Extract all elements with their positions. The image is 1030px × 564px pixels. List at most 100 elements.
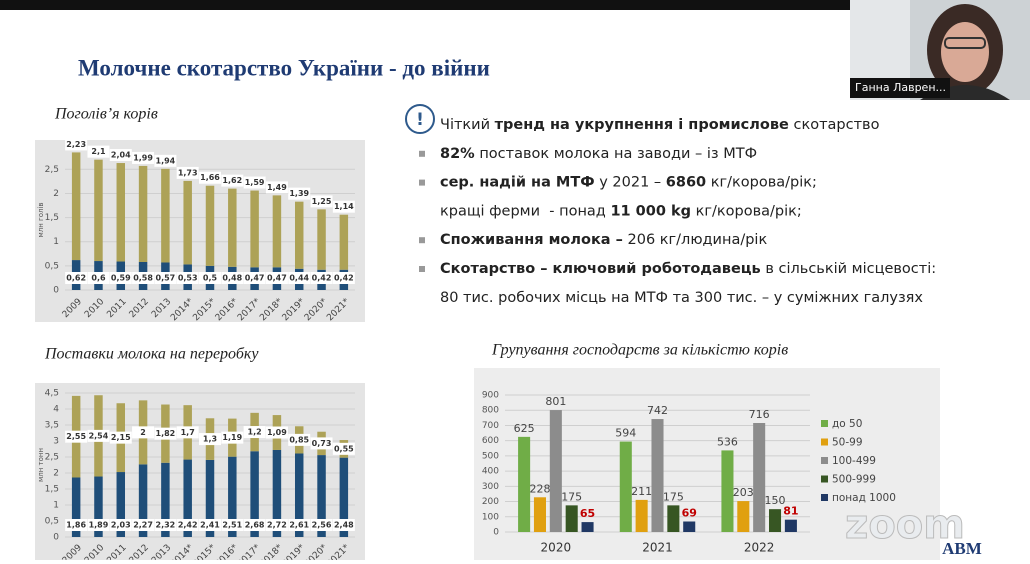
- value-label: 228: [529, 482, 550, 495]
- value-label: 2,04: [111, 151, 131, 160]
- value-label: 0,57: [156, 274, 176, 283]
- bar-segment: [94, 159, 103, 262]
- label-box: [65, 272, 88, 284]
- label-box: [265, 272, 288, 284]
- bullet-segment: кг/корова/рік;: [691, 203, 802, 219]
- bar-segment: [116, 472, 126, 537]
- value-label: 0,85: [289, 435, 309, 444]
- participant-name: Ганна Лаврен...: [855, 81, 946, 94]
- label-box: [176, 426, 199, 439]
- label-box: [332, 519, 355, 531]
- value-label: 1,62: [222, 176, 242, 185]
- bar-segment: [294, 201, 304, 269]
- value-label: 801: [545, 395, 566, 408]
- label-box: [310, 195, 333, 208]
- legend-label: 500-999: [832, 474, 876, 486]
- bullet-segment: 206 кг/людина/рік: [623, 232, 768, 248]
- bullet-text: 80 тис. робочих місць на МТФ та 300 тис.…: [440, 290, 923, 306]
- alert-icon: [405, 104, 435, 134]
- label-box: [199, 519, 221, 531]
- chart-title: Групування господарств за кількістю корі…: [491, 342, 788, 359]
- value-label: 716: [749, 408, 770, 421]
- bullet-segment: кг/корова/рік;: [706, 175, 817, 191]
- bar: [565, 505, 578, 532]
- bar-segment: [317, 455, 326, 537]
- value-label: 1,94: [156, 156, 176, 165]
- y-tick-label: 0: [53, 286, 59, 296]
- bar-segment: [71, 152, 81, 261]
- bar: [784, 519, 797, 532]
- bullet-text: сер. надій на МТФ у 2021 – 6860 кг/коров…: [440, 175, 817, 191]
- value-label: 203: [733, 486, 754, 499]
- bar: [753, 423, 766, 532]
- value-label: 0,53: [178, 274, 198, 283]
- bar: [683, 521, 696, 532]
- label-box: [109, 272, 132, 284]
- chart-bg: [35, 383, 365, 560]
- bar: [549, 410, 562, 532]
- y-tick-label: 2,5: [45, 453, 59, 463]
- alert-icon-text: !: [416, 110, 424, 130]
- y-tick-label: 0,5: [45, 517, 59, 527]
- bar-segment: [250, 190, 259, 268]
- label-box: [288, 187, 311, 200]
- label-box: [243, 519, 266, 531]
- value-label: 0,42: [312, 274, 332, 283]
- bar: [619, 441, 632, 532]
- logo: ABM: [942, 539, 982, 558]
- value-label: 2,27: [133, 521, 153, 530]
- y-tick-label: 600: [482, 436, 499, 446]
- value-label: 0,47: [267, 274, 287, 283]
- legend-swatch: [821, 494, 828, 501]
- label-box: [87, 429, 110, 442]
- value-label: 1,99: [133, 153, 153, 162]
- bullet-segment: Чіткий: [440, 117, 495, 133]
- legend-label: 50-99: [832, 437, 863, 449]
- value-label: 2,56: [312, 521, 332, 530]
- bar: [581, 522, 594, 532]
- y-tick-label: 500: [482, 451, 499, 461]
- value-label: 1,49: [267, 183, 287, 192]
- bar-segment: [272, 449, 282, 537]
- bar-segment: [228, 456, 237, 537]
- value-label: 742: [647, 404, 668, 417]
- value-label: 2,03: [111, 521, 131, 530]
- y-tick-label: 1,5: [45, 213, 59, 223]
- value-label: 1,3: [203, 435, 217, 444]
- label-box: [221, 272, 244, 284]
- label-box: [199, 171, 221, 184]
- watermark: zoom: [845, 502, 965, 548]
- value-label: 69: [682, 506, 697, 519]
- y-tick-label: 3,5: [45, 421, 59, 431]
- y-tick-label: 800: [482, 406, 499, 416]
- bar-segment: [317, 209, 326, 270]
- label-box: [176, 166, 199, 179]
- bullet-segment: поставок молока на заводи – із МТФ: [475, 146, 757, 162]
- chart-bg: [35, 140, 365, 322]
- label-box: [65, 430, 88, 443]
- y-tick-label: 1: [53, 501, 59, 511]
- bar-segment: [94, 476, 103, 537]
- bar-segment: [250, 451, 259, 537]
- y-tick-label: 1,5: [45, 485, 59, 495]
- y-tick-label: 0: [493, 528, 499, 538]
- value-label: 1,14: [334, 202, 354, 211]
- y-tick-label: 200: [482, 497, 499, 507]
- bar-segment: [116, 163, 126, 262]
- bullet-segment: Скотарство – ключовий роботодавець: [440, 261, 761, 277]
- label-box: [288, 433, 311, 446]
- value-label: 2,48: [334, 521, 354, 530]
- label-box: [310, 437, 333, 450]
- y-tick-label: 400: [482, 467, 499, 477]
- label-box: [132, 519, 155, 531]
- y-tick-label: 900: [482, 391, 499, 401]
- value-label: 1,19: [222, 433, 242, 442]
- value-label: 1,82: [156, 429, 176, 438]
- label-box: [265, 181, 288, 194]
- value-label: 2,51: [222, 521, 242, 530]
- bullet-segment: Споживання молока –: [440, 232, 623, 248]
- y-tick-label: 300: [482, 482, 499, 492]
- y-tick-label: 3: [53, 437, 59, 447]
